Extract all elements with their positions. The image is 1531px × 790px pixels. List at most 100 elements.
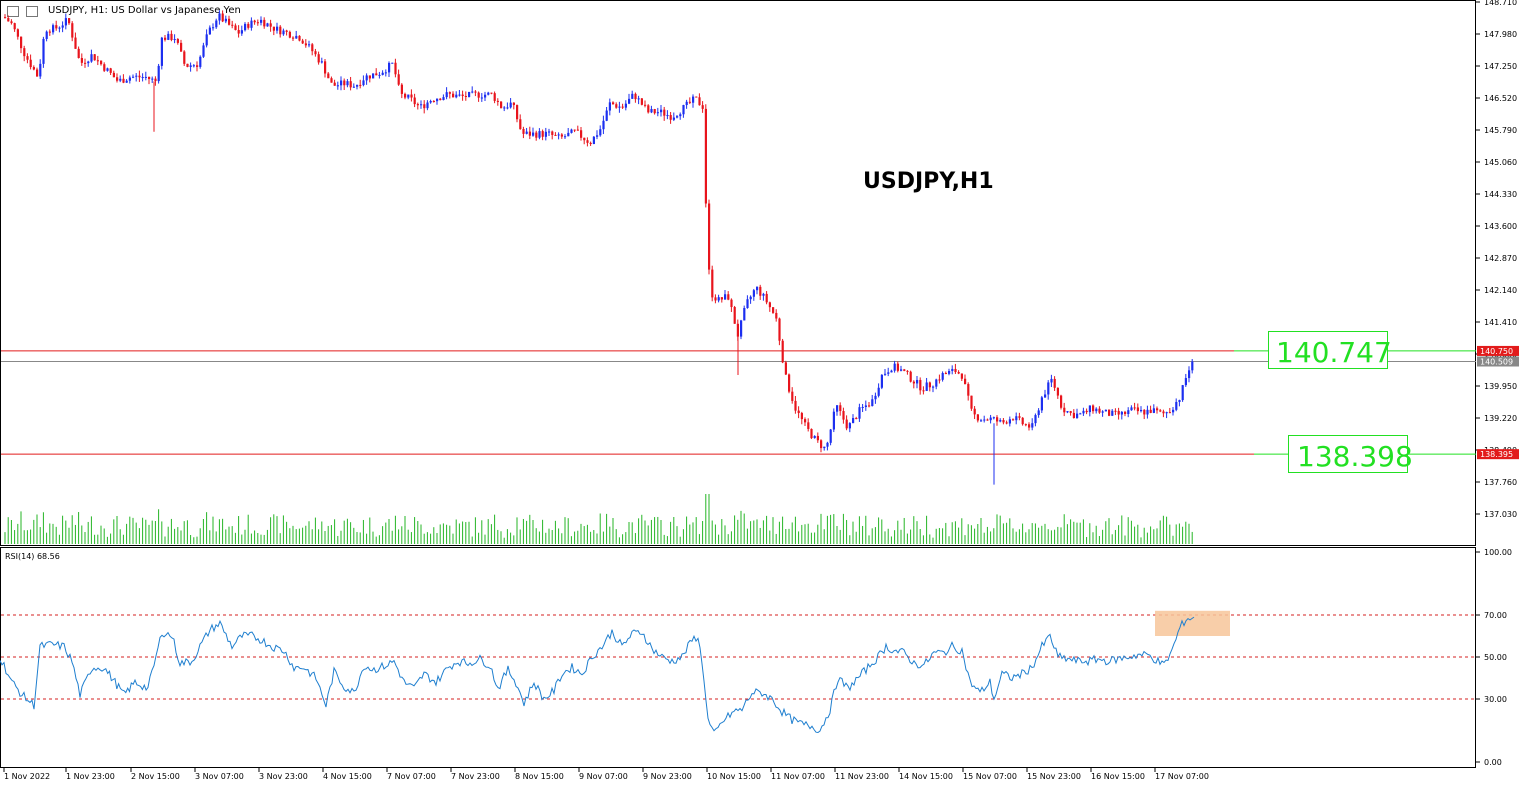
candle-body bbox=[682, 105, 685, 115]
candle-body bbox=[596, 135, 599, 137]
candle-body bbox=[896, 363, 899, 371]
candle-body bbox=[935, 379, 938, 387]
time-tick-label: 9 Nov 07:00 bbox=[579, 772, 628, 781]
candle-body bbox=[304, 43, 307, 46]
candle-body bbox=[1175, 401, 1178, 410]
candle-body bbox=[336, 85, 339, 87]
candle-body bbox=[570, 129, 573, 133]
level-axis-label: 140.750 bbox=[1480, 347, 1513, 356]
level-label-lower: 138.398 bbox=[1297, 440, 1413, 473]
candle-body bbox=[541, 131, 544, 137]
candle-body bbox=[829, 429, 832, 443]
candle-body bbox=[461, 94, 464, 97]
candle-body bbox=[647, 105, 650, 113]
candle-body bbox=[653, 109, 656, 114]
level-axis-box bbox=[1477, 345, 1519, 356]
candle-body bbox=[548, 131, 551, 133]
price-tick-label: 137.760 bbox=[1484, 478, 1517, 487]
candle-body bbox=[160, 37, 163, 66]
candle-body bbox=[871, 399, 874, 406]
candle-body bbox=[189, 65, 192, 67]
candle-body bbox=[167, 33, 170, 40]
candle-body bbox=[679, 114, 682, 117]
candle-body bbox=[794, 400, 797, 411]
candle-body bbox=[1028, 424, 1031, 428]
candle-body bbox=[554, 134, 557, 136]
candle-body bbox=[26, 56, 29, 60]
candle-body bbox=[1117, 410, 1120, 415]
candle-body bbox=[980, 420, 983, 422]
candle-body bbox=[1149, 409, 1152, 413]
candle-body bbox=[874, 395, 877, 400]
candle-body bbox=[442, 97, 445, 101]
candle-body bbox=[327, 73, 330, 79]
time-tick-label: 2 Nov 15:00 bbox=[131, 772, 180, 781]
candle-body bbox=[496, 100, 499, 102]
candle-body bbox=[468, 91, 471, 97]
candle-body bbox=[768, 302, 771, 308]
candle-body bbox=[772, 307, 775, 313]
candle-body bbox=[816, 435, 819, 441]
candle-body bbox=[1085, 410, 1088, 413]
candle-body bbox=[752, 290, 755, 297]
window-grid-icon[interactable] bbox=[7, 6, 19, 17]
candle-body bbox=[532, 132, 535, 136]
candle-body bbox=[439, 98, 442, 101]
candle-body bbox=[634, 93, 637, 100]
candle-body bbox=[292, 37, 295, 39]
candle-body bbox=[938, 379, 941, 381]
candle-body bbox=[365, 75, 368, 81]
candle-body bbox=[503, 107, 506, 109]
candle-body bbox=[1181, 385, 1184, 401]
candle-body bbox=[202, 45, 205, 57]
candle-body bbox=[615, 104, 618, 108]
candle-body bbox=[1002, 420, 1005, 423]
rsi-tick-label: 70.00 bbox=[1484, 611, 1507, 620]
candle-body bbox=[522, 128, 525, 134]
candle-body bbox=[490, 92, 493, 94]
volume-bars bbox=[4, 494, 1193, 544]
candle-body bbox=[605, 110, 608, 121]
candle-body bbox=[455, 94, 458, 98]
candle-body bbox=[122, 78, 125, 83]
candle-body bbox=[506, 107, 509, 109]
candle-body bbox=[48, 31, 51, 33]
time-tick-label: 10 Nov 15:00 bbox=[707, 772, 761, 781]
candle-body bbox=[1012, 419, 1015, 421]
window-restore-icon[interactable] bbox=[26, 6, 38, 17]
candle-body bbox=[906, 370, 909, 372]
candle-body bbox=[999, 420, 1002, 422]
candle-body bbox=[765, 293, 768, 303]
time-tick-label: 3 Nov 07:00 bbox=[195, 772, 244, 781]
candle-body bbox=[788, 374, 791, 392]
candle-body bbox=[420, 104, 423, 106]
candle-body bbox=[1162, 411, 1165, 414]
candle-body bbox=[807, 422, 810, 429]
candle-body bbox=[1008, 419, 1011, 424]
candle-body bbox=[1111, 410, 1114, 416]
candle-body bbox=[404, 93, 407, 98]
candle-body bbox=[106, 68, 109, 71]
candle-body bbox=[340, 80, 343, 86]
candle-body bbox=[356, 84, 359, 87]
candle-body bbox=[813, 435, 816, 439]
candle-body bbox=[618, 106, 621, 108]
candle-body bbox=[135, 75, 138, 77]
candle-body bbox=[656, 112, 659, 114]
candle-body bbox=[375, 73, 378, 76]
candle-body bbox=[186, 63, 189, 67]
candle-body bbox=[637, 98, 640, 100]
candle-body bbox=[212, 27, 215, 29]
candle-body bbox=[695, 96, 698, 98]
candle-body bbox=[381, 72, 384, 75]
candle-body bbox=[45, 31, 48, 39]
candle-body bbox=[295, 35, 298, 39]
time-tick-label: 1 Nov 2022 bbox=[4, 772, 50, 781]
candle-body bbox=[893, 363, 896, 371]
time-tick-label: 4 Nov 15:00 bbox=[323, 772, 372, 781]
candle-body bbox=[23, 48, 26, 57]
candle-body bbox=[589, 142, 592, 145]
rsi-line bbox=[0, 616, 1195, 734]
candle-body bbox=[528, 131, 531, 136]
candle-body bbox=[756, 286, 759, 291]
